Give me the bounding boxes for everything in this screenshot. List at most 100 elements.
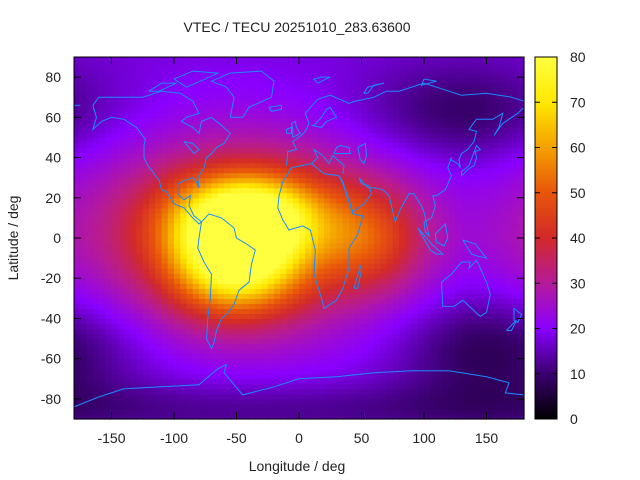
heatmap-cell	[424, 167, 431, 174]
heatmap-cell	[267, 72, 275, 78]
heatmap-cell	[261, 167, 269, 174]
heatmap-cell	[430, 127, 438, 134]
heatmap-cell	[511, 408, 519, 415]
heatmap-cell	[74, 268, 81, 274]
heatmap-cell	[274, 313, 281, 320]
heatmap-cell	[336, 388, 344, 395]
heatmap-cell	[180, 87, 188, 93]
heatmap-cell	[111, 202, 119, 209]
heatmap-cell	[142, 232, 150, 239]
heatmap-cell	[242, 152, 250, 159]
heatmap-cell	[155, 243, 163, 249]
heatmap-cell	[449, 288, 456, 294]
heatmap-cell	[311, 348, 319, 355]
heatmap-cell	[192, 177, 200, 184]
heatmap-cell	[142, 303, 150, 309]
heatmap-cell	[155, 177, 163, 184]
heatmap-cell	[99, 217, 106, 224]
heatmap-cell	[517, 197, 525, 204]
heatmap-cell	[242, 107, 250, 113]
heatmap-cell	[442, 82, 450, 88]
heatmap-cell	[311, 172, 319, 179]
heatmap-cell	[267, 212, 275, 219]
heatmap-cell	[505, 353, 513, 360]
heatmap-cell	[105, 393, 113, 400]
heatmap-cell	[136, 182, 144, 189]
heatmap-cell	[136, 248, 144, 254]
heatmap-cell	[305, 268, 313, 274]
heatmap-cell	[117, 283, 125, 289]
heatmap-cell	[517, 82, 525, 88]
heatmap-cell	[292, 308, 300, 315]
heatmap-cell	[505, 227, 513, 234]
heatmap-cell	[192, 232, 200, 239]
heatmap-cell	[330, 363, 338, 370]
heatmap-cell	[430, 398, 438, 405]
heatmap-cell	[274, 177, 281, 184]
heatmap-cell	[136, 373, 144, 380]
heatmap-cell	[492, 328, 500, 335]
heatmap-cell	[149, 82, 156, 88]
heatmap-cell	[349, 117, 356, 123]
heatmap-cell	[474, 238, 481, 244]
heatmap-cell	[305, 318, 313, 325]
heatmap-cell	[405, 318, 413, 325]
heatmap-cell	[355, 87, 363, 93]
heatmap-cell	[305, 378, 313, 385]
heatmap-cell	[467, 278, 475, 284]
heatmap-cell	[374, 232, 381, 239]
heatmap-cell	[161, 288, 169, 294]
heatmap-cell	[217, 92, 225, 98]
heatmap-cell	[217, 87, 225, 93]
heatmap-cell	[111, 212, 119, 219]
heatmap-cell	[124, 97, 131, 103]
heatmap-cell	[299, 343, 306, 350]
heatmap-cell	[449, 408, 456, 415]
heatmap-cell	[242, 243, 250, 249]
heatmap-cell	[136, 273, 144, 279]
heatmap-cell	[211, 182, 219, 189]
heatmap-cell	[455, 77, 463, 83]
heatmap-cell	[330, 273, 338, 279]
heatmap-cell	[330, 87, 338, 93]
heatmap-cell	[292, 232, 300, 239]
heatmap-cell	[111, 227, 119, 234]
heatmap-cell	[86, 112, 94, 118]
heatmap-cell	[317, 368, 325, 375]
heatmap-cell	[311, 268, 319, 274]
heatmap-cell	[86, 77, 94, 83]
heatmap-cell	[405, 323, 413, 330]
heatmap-cell	[161, 263, 169, 269]
heatmap-cell	[274, 227, 281, 234]
heatmap-cell	[499, 288, 506, 294]
heatmap-cell	[330, 318, 338, 325]
heatmap-cell	[374, 338, 381, 345]
heatmap-cell	[199, 268, 206, 274]
heatmap-cell	[99, 112, 106, 118]
heatmap-cell	[211, 403, 219, 410]
heatmap-cell	[505, 182, 513, 189]
heatmap-cell	[274, 413, 281, 420]
heatmap-cell	[430, 232, 438, 239]
heatmap-cell	[311, 278, 319, 284]
heatmap-cell	[286, 358, 294, 365]
heatmap-cell	[355, 273, 363, 279]
heatmap-cell	[474, 313, 481, 320]
heatmap-cell	[105, 368, 113, 375]
heatmap-cell	[274, 258, 281, 264]
heatmap-cell	[342, 318, 350, 325]
heatmap-cell	[336, 182, 344, 189]
heatmap-cell	[249, 67, 256, 73]
heatmap-cell	[317, 398, 325, 405]
heatmap-cell	[180, 288, 188, 294]
heatmap-cell	[192, 288, 200, 294]
heatmap-cell	[261, 162, 269, 169]
heatmap-cell	[130, 147, 138, 154]
heatmap-cell	[174, 132, 181, 139]
heatmap-cell	[355, 403, 363, 410]
heatmap-cell	[142, 298, 150, 304]
heatmap-cell	[136, 162, 144, 169]
heatmap-cell	[261, 258, 269, 264]
heatmap-cell	[224, 152, 231, 159]
heatmap-cell	[424, 283, 431, 289]
